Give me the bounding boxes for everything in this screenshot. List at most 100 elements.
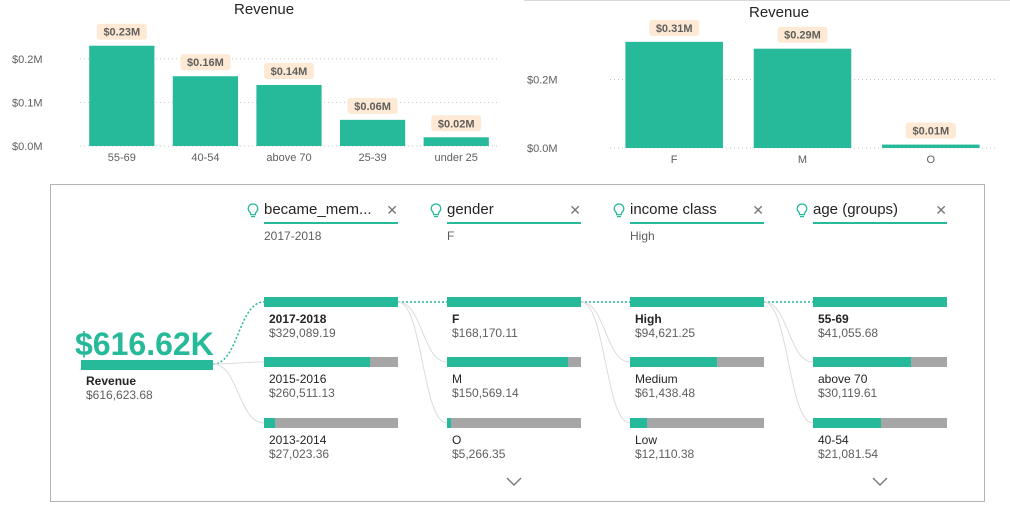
root-bar (81, 360, 213, 370)
tree-node[interactable]: F $168,170.11 (447, 297, 581, 347)
node-value: $21,081.54 (818, 447, 879, 461)
x-tick-label: 40-54 (191, 152, 219, 164)
bar[interactable] (256, 84, 322, 146)
lightbulb-icon[interactable] (796, 203, 808, 219)
y-tick-label: $0.1M (12, 97, 43, 109)
chevron-down-icon[interactable] (506, 477, 522, 487)
x-tick-label: above 70 (266, 152, 311, 164)
bar[interactable] (882, 144, 980, 148)
chevron-down-icon[interactable] (872, 477, 888, 487)
bar-chart-svg: $0.0M $0.2M $0.31M F $0.29M M $0.01M O (527, 19, 995, 166)
node-value: $41,055.68 (818, 326, 879, 340)
lightbulb-icon[interactable] (430, 203, 442, 219)
node-value: $27,023.36 (269, 447, 330, 461)
close-icon[interactable]: ✕ (752, 202, 764, 218)
header-underline (630, 222, 764, 224)
x-tick-label: 55-69 (108, 152, 136, 164)
connector-line (212, 301, 265, 365)
bar[interactable] (89, 45, 155, 146)
tree-node[interactable]: above 70 $30,119.61 (813, 357, 947, 407)
tree-connectors (212, 301, 814, 424)
node-bar-fill (447, 418, 452, 428)
close-icon[interactable]: ✕ (386, 202, 398, 218)
node-label: Medium (635, 372, 678, 386)
level-header[interactable]: gender ✕ F (430, 201, 581, 243)
node-label: 2017-2018 (269, 312, 327, 326)
node-value: $61,438.48 (635, 386, 696, 400)
x-tick-label: M (798, 154, 807, 166)
bar[interactable] (172, 76, 239, 146)
close-icon[interactable]: ✕ (569, 202, 581, 218)
level-header-title: income class (630, 201, 717, 218)
header-underline (813, 222, 947, 224)
bar[interactable] (753, 48, 852, 148)
y-tick-label: $0.2M (527, 75, 558, 87)
data-label-background (180, 54, 231, 71)
connector-line (397, 301, 448, 424)
tree-node[interactable]: Medium $61,438.48 (630, 357, 764, 407)
tree-node[interactable]: O $5,266.35 (447, 418, 581, 468)
level-selected-value: High (630, 229, 655, 243)
header-underline (264, 222, 398, 224)
bar[interactable] (625, 41, 723, 149)
revenue-by-gender-chart[interactable]: Revenue $0.0M $0.2M $0.31M F $0.29M M $0.01M O (510, 0, 1010, 175)
close-icon[interactable]: ✕ (935, 202, 947, 218)
x-tick-label: F (671, 154, 678, 166)
connector-line (397, 301, 448, 363)
tree-node[interactable]: 2013-2014 $27,023.36 (264, 418, 398, 468)
decomposition-tree[interactable]: $616.62K Revenue $616,623.68 became_mem.… (50, 184, 985, 502)
tree-node[interactable]: 55-69 $41,055.68 (813, 297, 947, 347)
bar[interactable] (339, 119, 406, 146)
node-label: above 70 (818, 372, 868, 386)
level-header-title: age (groups) (813, 201, 899, 218)
node-bar-fill (630, 418, 648, 428)
data-label: $0.02M (438, 118, 475, 130)
node-label: 40-54 (818, 433, 849, 447)
top-divider (524, 0, 1010, 1)
x-tick-label: 25-39 (359, 152, 387, 164)
node-label: F (452, 312, 460, 326)
level-header[interactable]: became_mem... ✕ 2017-2018 (247, 201, 398, 243)
connector-line (763, 301, 814, 424)
level-header[interactable]: income class ✕ High (613, 201, 764, 243)
lightbulb-icon[interactable] (613, 203, 625, 219)
data-label-background (347, 97, 398, 114)
data-label-background (777, 26, 828, 43)
lightbulb-icon[interactable] (247, 203, 259, 219)
connector-line (212, 361, 265, 365)
node-bar-fill (264, 297, 398, 307)
tree-node[interactable]: 40-54 $21,081.54 (813, 418, 947, 468)
connector-line (580, 301, 631, 363)
bar-chart-svg: $0.0M $0.1M $0.2M $0.23M 55-69 $0.16M 40-54 $0.… (12, 23, 498, 164)
node-label: 2013-2014 (269, 433, 327, 447)
data-label-background (96, 23, 147, 40)
bar[interactable] (423, 137, 489, 146)
node-label: Low (635, 433, 658, 447)
chart-title: Revenue (749, 4, 810, 21)
data-label-background (649, 19, 700, 36)
node-value: $5,266.35 (452, 447, 506, 461)
data-label: $0.23M (103, 27, 140, 39)
root-value: $616,623.68 (86, 388, 153, 402)
node-bar-fill (813, 297, 947, 307)
tree-node[interactable]: Low $12,110.38 (630, 418, 764, 468)
tree-node[interactable]: 2015-2016 $260,511.13 (264, 357, 398, 407)
node-bar-track (447, 418, 581, 428)
node-label: M (452, 372, 462, 386)
tree-root-node[interactable]: $616.62K Revenue $616,623.68 (75, 322, 221, 402)
node-bar-fill (447, 297, 581, 307)
data-label-background (431, 115, 482, 132)
data-label: $0.06M (354, 101, 391, 113)
level-header[interactable]: age (groups) ✕ (796, 201, 947, 241)
data-label: $0.29M (784, 30, 821, 42)
revenue-by-age-chart[interactable]: Revenue $0.0M $0.1M $0.2M $0.23M 55-69 $0.16M… (0, 0, 510, 175)
y-tick-label: $0.0M (527, 143, 558, 155)
tree-node[interactable]: M $150,569.14 (447, 357, 581, 407)
data-label: $0.01M (912, 126, 949, 138)
tree-node[interactable]: 2017-2018 $329,089.19 (264, 297, 398, 347)
tree-node[interactable]: High $94,621.25 (630, 297, 764, 347)
x-tick-label: O (927, 154, 936, 166)
data-label: $0.31M (656, 23, 693, 35)
node-bar-fill (264, 418, 275, 428)
data-label: $0.14M (271, 66, 308, 78)
